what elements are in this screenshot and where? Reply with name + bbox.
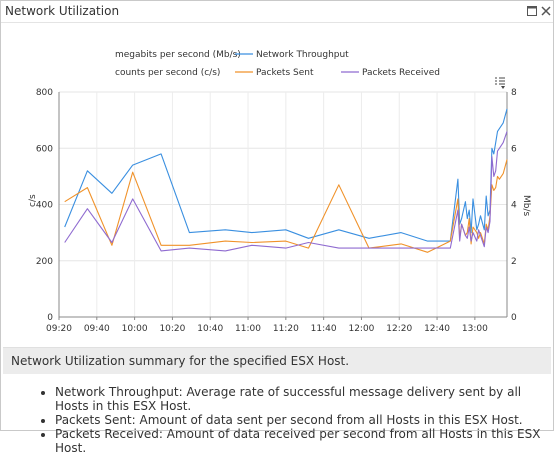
series-line-packets-received (64, 131, 508, 252)
chart-series (64, 108, 508, 253)
x-tick-label: 11:20 (273, 324, 299, 334)
x-tick-label: 09:20 (46, 324, 72, 334)
y-left-tick-label: 0 (47, 313, 53, 323)
x-tick-label: 13:00 (462, 324, 488, 334)
legend-series-packets-received: Packets Received (362, 68, 440, 78)
chart-axes (58, 92, 508, 320)
network-utilization-chart: megabits per second (Mb/s) Network Throu… (28, 50, 531, 334)
series-line-network-throughput (64, 108, 508, 242)
x-tick-label: 12:40 (424, 324, 450, 334)
y-axis-left-title: c/s (28, 194, 38, 207)
chart-container: megabits per second (Mb/s) Network Throu… (1, 23, 553, 343)
chart-legend: megabits per second (Mb/s) Network Throu… (115, 50, 440, 78)
chart-tick-labels: 0 0 200 2 400 4 600 6 800 8 09:20 09:40 10:00 10:20 10… (36, 88, 517, 334)
x-tick-label: 11:40 (311, 324, 337, 334)
y-right-tick-label: 8 (511, 88, 517, 98)
panel-titlebar: Network Utilization (1, 1, 553, 23)
legend-unit-cps: counts per second (c/s) (115, 68, 220, 78)
y-left-tick-label: 800 (36, 88, 53, 98)
y-right-tick-label: 2 (511, 257, 517, 267)
x-tick-label: 10:20 (159, 324, 185, 334)
panel-title: Network Utilization (5, 4, 120, 18)
legend-unit-mbps: megabits per second (Mb/s) (115, 50, 241, 60)
x-tick-label: 12:20 (386, 324, 412, 334)
maximize-icon[interactable] (526, 5, 538, 17)
x-tick-label: 12:00 (348, 324, 374, 334)
y-axis-right-title: Mb/s (521, 195, 531, 217)
summary-bar: Network Utilization summary for the spec… (3, 347, 551, 374)
summary-bullet-packets-received: Packets Received: Amount of data receive… (55, 427, 553, 455)
y-left-tick-label: 600 (36, 144, 53, 154)
close-icon[interactable] (540, 5, 552, 17)
chart-gridlines (58, 91, 507, 318)
summary-heading: Network Utilization summary for the spec… (11, 354, 350, 368)
summary-bullet-packets-sent: Packets Sent: Amount of data sent per se… (55, 413, 553, 427)
y-right-tick-label: 6 (511, 144, 517, 154)
x-tick-label: 10:00 (122, 324, 148, 334)
summary-bullet-throughput: Network Throughput: Average rate of succ… (55, 385, 553, 413)
y-right-tick-label: 4 (511, 201, 517, 211)
y-left-tick-label: 400 (36, 201, 53, 211)
y-left-tick-label: 200 (36, 257, 53, 267)
summary-bullet-list: Network Throughput: Average rate of succ… (41, 385, 553, 455)
x-tick-label: 09:40 (84, 324, 110, 334)
network-utilization-panel: Network Utilization megabits per second … (0, 0, 554, 431)
legend-series-packets-sent: Packets Sent (256, 68, 314, 78)
chart-options-icon[interactable] (495, 77, 505, 89)
y-right-tick-label: 0 (511, 313, 517, 323)
legend-series-throughput: Network Throughput (256, 50, 349, 60)
x-tick-label: 11:00 (235, 324, 261, 334)
x-tick-label: 10:40 (197, 324, 223, 334)
